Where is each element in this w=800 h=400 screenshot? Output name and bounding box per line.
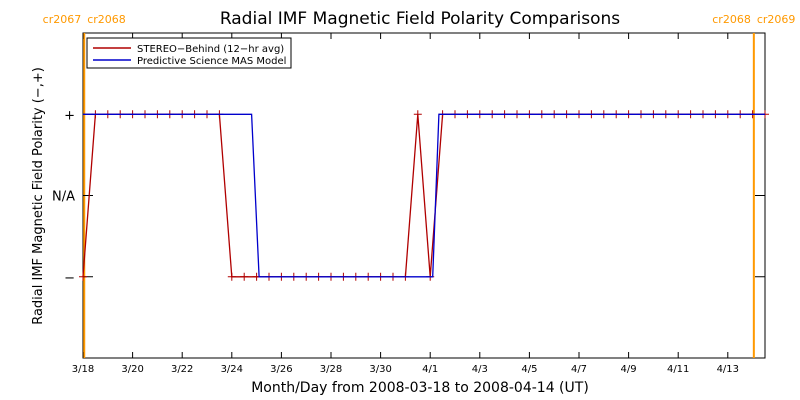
x-tick-label: 3/30	[369, 364, 391, 375]
data-point	[413, 110, 422, 119]
x-tick-label: 3/26	[270, 364, 292, 375]
x-tick-label: 3/20	[121, 364, 143, 375]
x-tick-label: 3/22	[171, 364, 193, 375]
x-tick-label: 4/5	[521, 364, 537, 375]
x-tick-label: 4/9	[621, 364, 637, 375]
x-tick-label: 3/18	[72, 364, 94, 375]
carrington-label: cr2069	[757, 13, 796, 26]
x-axis-label: Month/Day from 2008-03-18 to 2008-04-14 …	[251, 380, 589, 396]
legend-entry: Predictive Science MAS Model	[137, 56, 286, 67]
x-tick-label: 4/1	[422, 364, 438, 375]
x-tick-label: 3/28	[320, 364, 342, 375]
data-point	[79, 272, 87, 281]
x-tick-label: 4/13	[717, 364, 739, 375]
y-tick-label: −	[64, 271, 75, 286]
legend-entry: STEREO−Behind (12−hr avg)	[137, 44, 284, 55]
chart-title: Radial IMF Magnetic Field Polarity Compa…	[220, 9, 620, 29]
x-tick-label: 4/7	[571, 364, 587, 375]
carrington-label: cr2068	[712, 13, 751, 26]
series-line-2	[83, 113, 765, 278]
carrington-label: cr2068	[87, 13, 126, 26]
y-tick-label: N/A	[52, 190, 75, 205]
data-point	[227, 272, 236, 281]
x-tick-label: 4/11	[667, 364, 689, 375]
series-line-1	[82, 113, 765, 278]
data-point	[240, 272, 249, 281]
legend-box	[86, 37, 292, 69]
y-axis-label: Radial IMF Magnetic Field Polarity (−,+)	[31, 67, 46, 325]
carrington-label: cr2067	[43, 13, 82, 26]
x-tick-label: 4/3	[472, 364, 488, 375]
x-tick-label: 3/24	[221, 364, 243, 375]
y-tick-label: +	[64, 108, 75, 123]
